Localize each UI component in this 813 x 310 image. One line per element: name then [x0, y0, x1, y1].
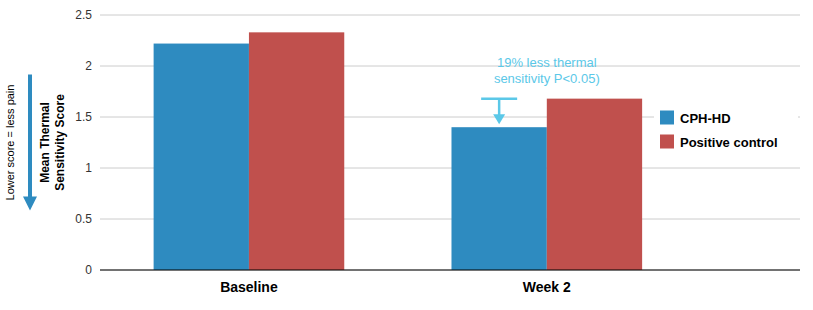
bars: [154, 32, 643, 270]
x-axis-line: [100, 270, 800, 271]
chart: 0 0.5 1 1.5 2 2.5 Baseline Week 2 Mean ThermalSe…: [0, 0, 813, 310]
bar: [154, 44, 249, 270]
legend-swatch: [660, 135, 674, 149]
y-tick-label: 1: [85, 161, 92, 175]
grid: [100, 15, 800, 270]
y-axis-label-line: Sensitivity Score: [53, 94, 67, 191]
y-tick-label: 0: [85, 263, 92, 277]
y-axis-label: Mean ThermalSensitivity Score: [38, 94, 67, 191]
bar: [249, 32, 344, 270]
legend-label: Positive control: [680, 135, 778, 150]
y-tick-label: 0.5: [75, 212, 92, 226]
bar: [547, 99, 642, 270]
bar: [451, 127, 546, 270]
y-axis-label-line: Mean Thermal: [38, 102, 52, 183]
grid-line: [100, 15, 800, 16]
annotation-arrow-shaft: [498, 99, 501, 117]
x-tick-label: Baseline: [220, 279, 278, 295]
annotation-text: sensitivity P<0.05): [494, 71, 600, 86]
chart-container: 0 0.5 1 1.5 2 2.5 Baseline Week 2 Mean ThermalSe…: [0, 0, 813, 310]
legend-label: CPH-HD: [680, 111, 731, 126]
y-tick-label: 1.5: [75, 110, 92, 124]
legend: CPH-HD Positive control: [654, 105, 798, 157]
annotation-arrow-head: [493, 114, 505, 124]
side-arrow-head: [23, 197, 37, 211]
y-tick-label: 2.5: [75, 8, 92, 22]
x-tick-label: Week 2: [523, 279, 571, 295]
side-arrow-shaft: [28, 75, 32, 199]
legend-swatch: [660, 111, 674, 125]
annotation-text: 19% less thermal: [497, 55, 597, 70]
side-label: Lower score = less pain: [4, 85, 16, 201]
grid-line: [100, 270, 800, 271]
legend-background: [654, 105, 798, 157]
y-tick-label: 2: [85, 59, 92, 73]
